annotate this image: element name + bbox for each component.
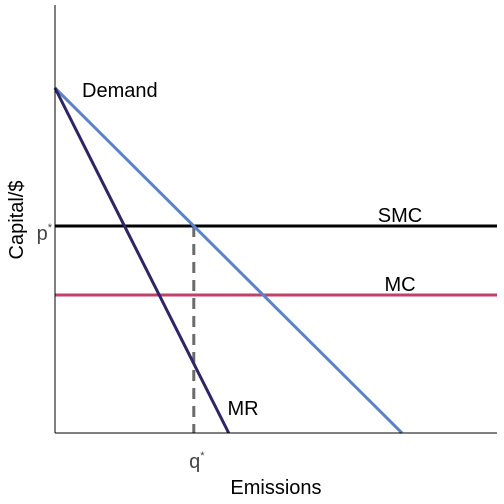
series-label-mc: MC bbox=[384, 274, 415, 296]
series-label-mr: MR bbox=[227, 398, 258, 420]
q-tick-superscript: * bbox=[200, 450, 205, 462]
x-axis-title: Emissions bbox=[230, 477, 321, 499]
p-tick-symbol: p bbox=[37, 223, 48, 245]
series-label-layer: Demand MR SMC MC bbox=[82, 80, 422, 420]
series-label-demand: Demand bbox=[82, 80, 158, 102]
series-line-demand bbox=[53, 86, 404, 435]
series-layer bbox=[53, 86, 497, 435]
series-label-smc: SMC bbox=[378, 205, 422, 227]
q-star-tick-label: q* bbox=[189, 450, 205, 473]
p-star-tick-label: p* bbox=[37, 222, 53, 245]
y-axis-title: Capital/$ bbox=[6, 181, 28, 260]
series-line-mr bbox=[53, 87, 231, 434]
p-tick-superscript: * bbox=[48, 222, 53, 234]
q-tick-symbol: q bbox=[189, 451, 200, 473]
